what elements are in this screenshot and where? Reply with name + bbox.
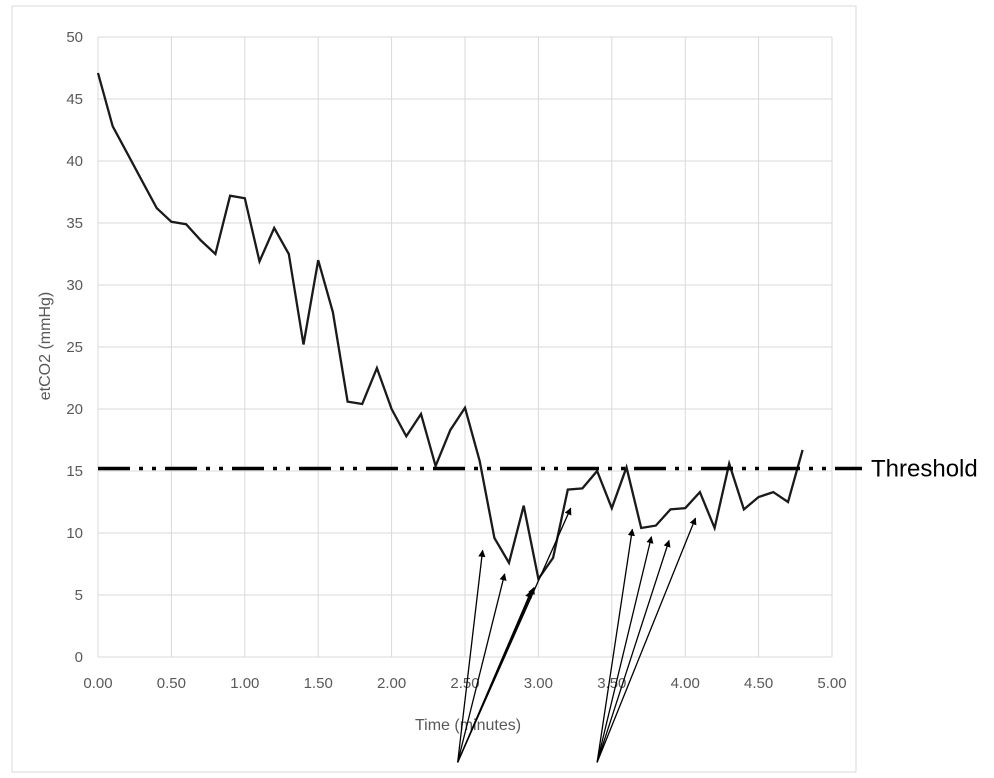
y-tick-label: 35 bbox=[66, 215, 83, 232]
x-tick-label: 2.00 bbox=[377, 675, 406, 692]
threshold-marker: Threshold bbox=[98, 456, 978, 483]
y-tick-labels: 0 5 10 15 20 25 30 35 40 45 50 bbox=[66, 29, 83, 666]
x-tick-label: 4.50 bbox=[744, 675, 773, 692]
annotation-arrow bbox=[596, 539, 671, 763]
x-tick-label: 1.00 bbox=[230, 675, 259, 692]
threshold-label: Threshold bbox=[871, 456, 978, 483]
x-axis-title: Time (minutes) bbox=[415, 717, 521, 734]
annotation-arrow bbox=[596, 517, 697, 763]
y-tick-label: 0 bbox=[75, 649, 83, 666]
x-tick-label: 0.00 bbox=[83, 675, 112, 692]
annotation-arrow bbox=[596, 528, 635, 763]
x-tick-label: 3.50 bbox=[597, 675, 626, 692]
chart-frame bbox=[11, 5, 857, 773]
x-tick-label: 4.00 bbox=[671, 675, 700, 692]
series-lines bbox=[96, 72, 804, 582]
annotation-arrow bbox=[457, 549, 486, 763]
x-tick-label: 2.50 bbox=[450, 675, 479, 692]
annotation-arrow bbox=[596, 536, 654, 763]
x-tick-label: 5.00 bbox=[817, 675, 846, 692]
annotation-arrow bbox=[457, 573, 507, 763]
y-tick-label: 30 bbox=[66, 277, 83, 294]
y-tick-label: 5 bbox=[75, 587, 83, 604]
gridlines bbox=[97, 36, 833, 658]
y-tick-label: 20 bbox=[66, 401, 83, 418]
x-tick-label: 3.00 bbox=[524, 675, 553, 692]
y-tick-label: 50 bbox=[66, 29, 83, 46]
x-tick-label: 1.50 bbox=[304, 675, 333, 692]
y-tick-label: 15 bbox=[66, 463, 83, 480]
annotation-arrow bbox=[457, 507, 572, 763]
x-tick-labels: 0.00 0.50 1.00 1.50 2.00 2.50 3.00 3.50 4.00 4.50… bbox=[83, 675, 846, 692]
annotation-arrows bbox=[457, 507, 697, 763]
x-tick-label: 0.50 bbox=[157, 675, 186, 692]
etco2-series-line bbox=[96, 72, 804, 582]
y-tick-label: 45 bbox=[66, 91, 83, 108]
y-tick-label: 40 bbox=[66, 153, 83, 170]
y-tick-label: 25 bbox=[66, 339, 83, 356]
y-tick-label: 10 bbox=[66, 525, 83, 542]
y-axis-title: etCO2 (mmHg) bbox=[37, 292, 54, 400]
